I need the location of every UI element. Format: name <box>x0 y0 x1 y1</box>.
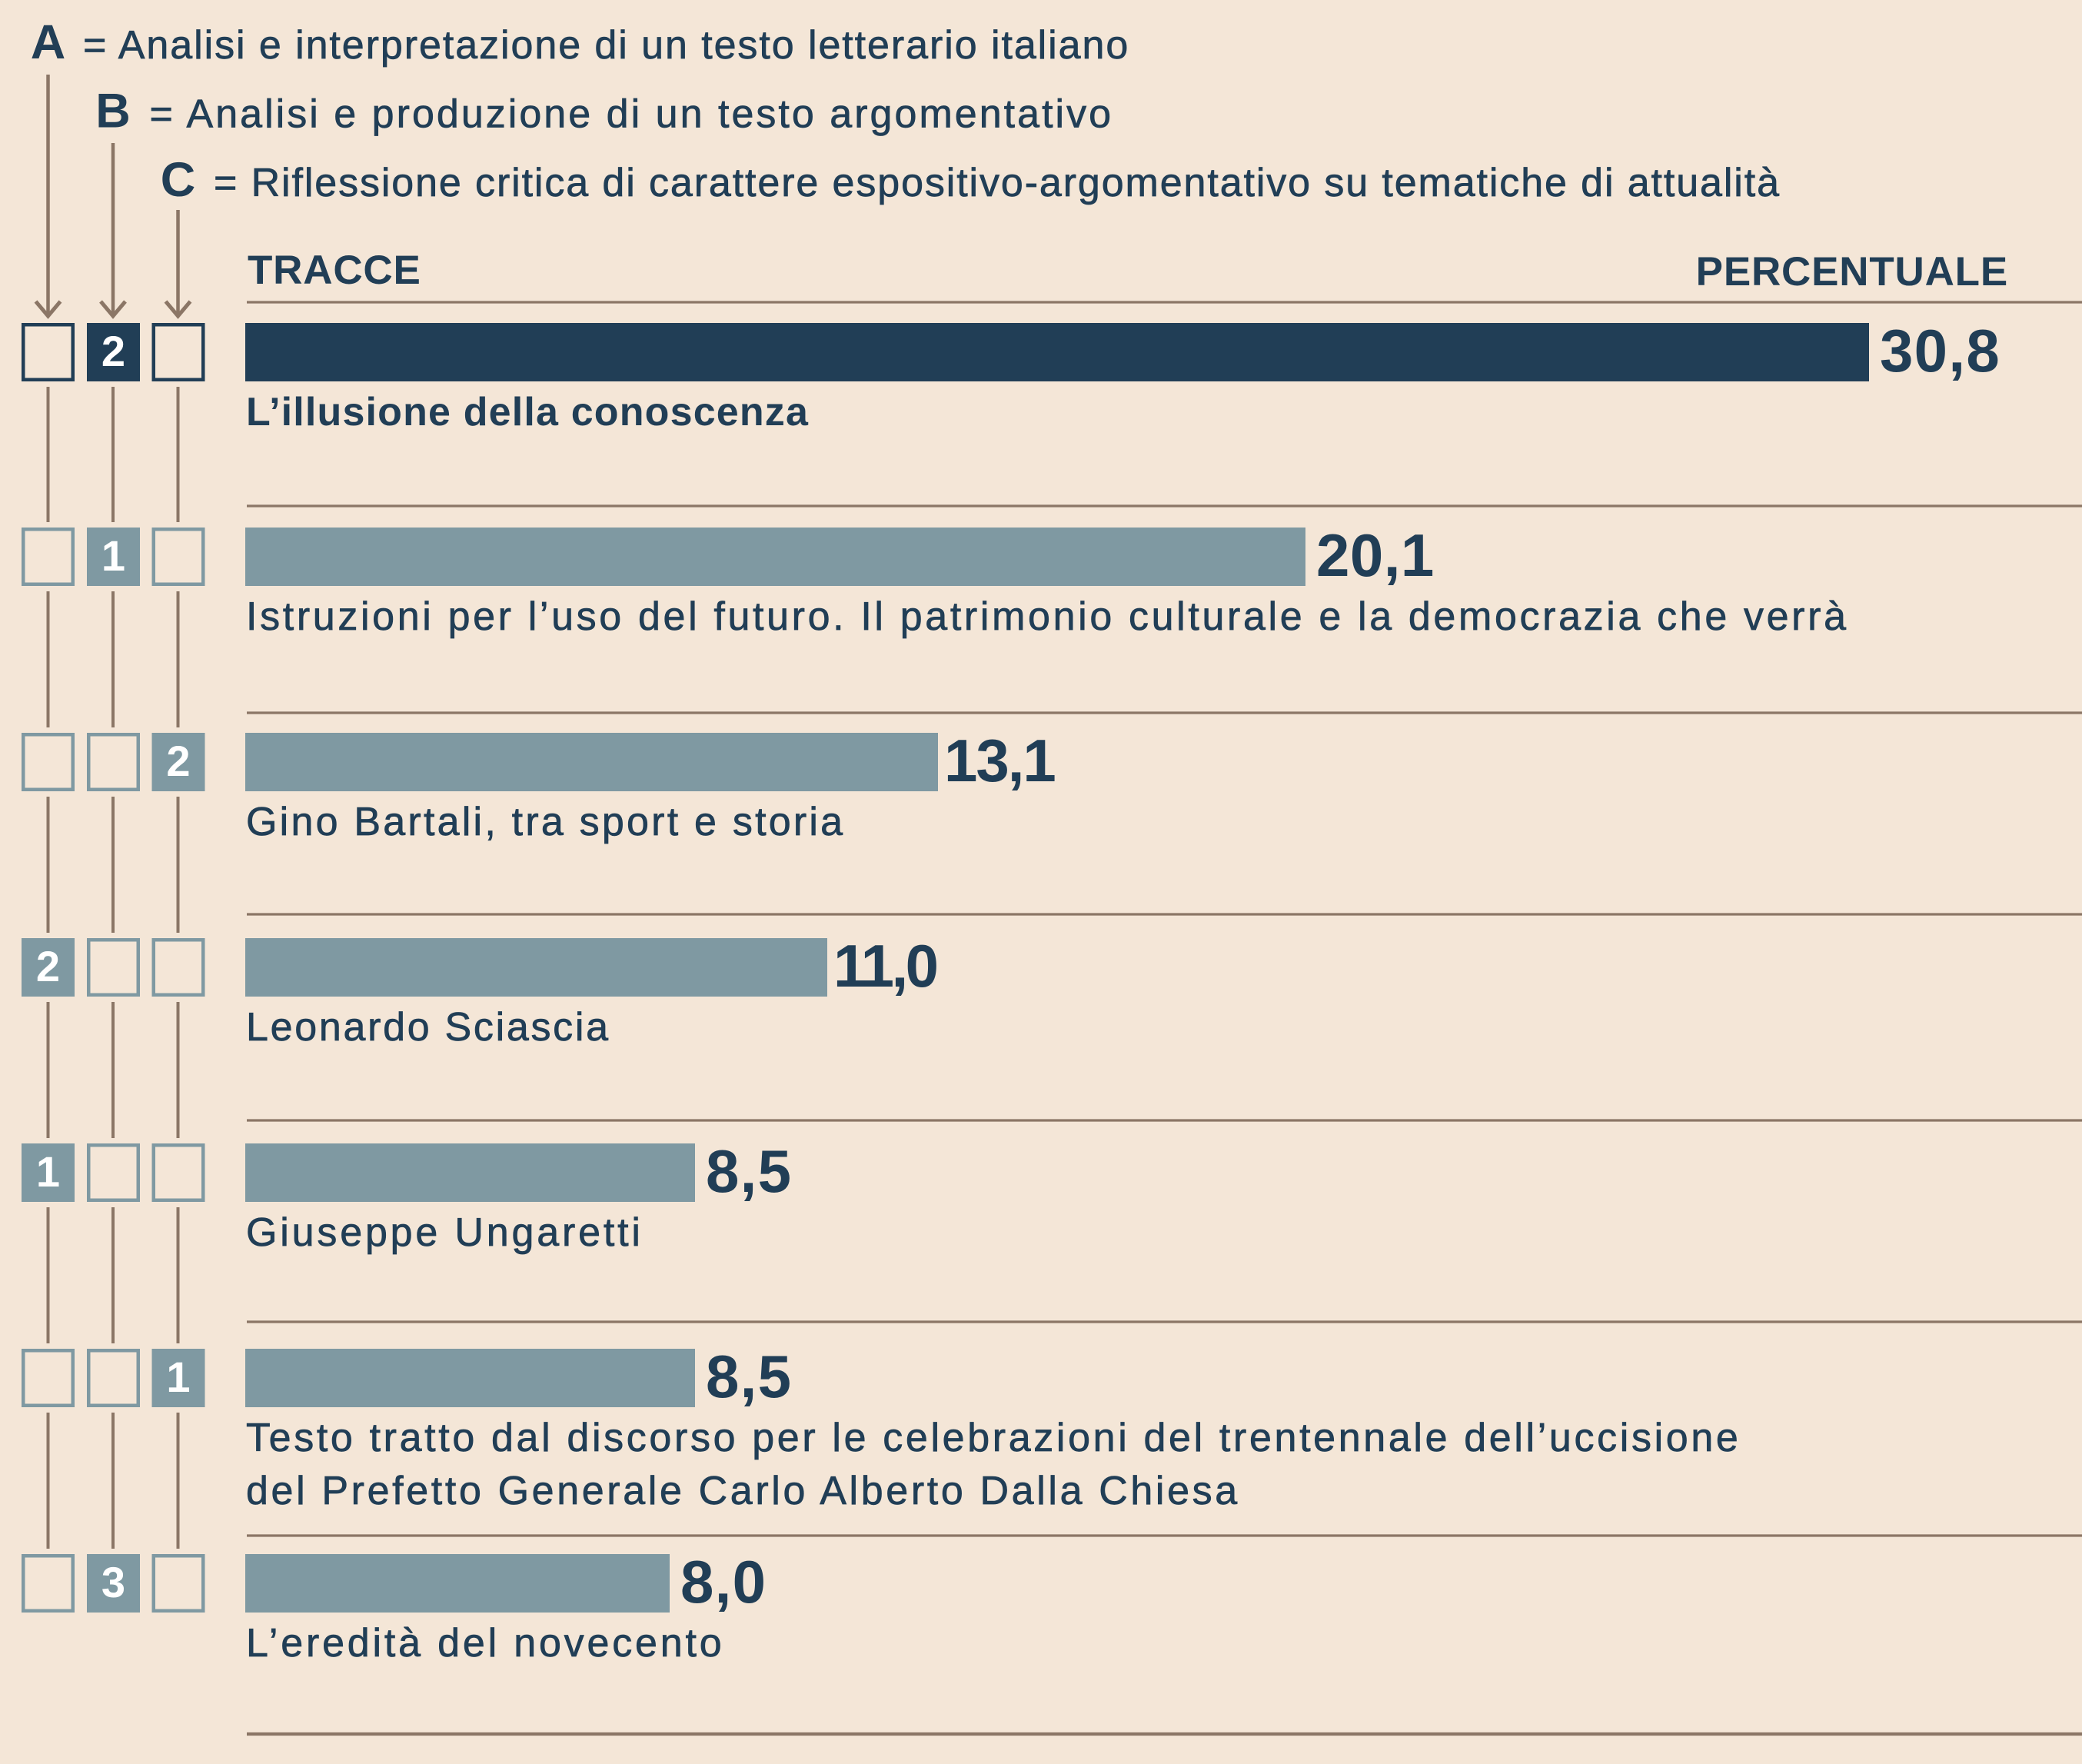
svg-text:del Prefetto Generale Carlo Al: del Prefetto Generale Carlo Alberto Dall… <box>246 1469 1240 1513</box>
svg-text:Istruzioni per l’uso del futur: Istruzioni per l’uso del futuro. Il patr… <box>246 594 1849 639</box>
svg-text:L’eredità del novecento: L’eredità del novecento <box>246 1621 724 1666</box>
svg-text:= Analisi e interpretazione di: = Analisi e interpretazione di un testo … <box>83 23 1129 68</box>
svg-text:A: A <box>31 15 66 69</box>
svg-text:L’illusione della conoscenza: L’illusione della conoscenza <box>246 390 809 434</box>
svg-text:Leonardo Sciascia: Leonardo Sciascia <box>246 1005 610 1050</box>
svg-text:3: 3 <box>101 1558 125 1606</box>
svg-text:2: 2 <box>166 737 190 785</box>
svg-text:20,1: 20,1 <box>1316 521 1435 589</box>
svg-text:= Analisi e produzione di un t: = Analisi e produzione di un testo argom… <box>150 92 1114 137</box>
svg-text:Giuseppe Ungaretti: Giuseppe Ungaretti <box>246 1210 644 1255</box>
svg-text:8,5: 8,5 <box>706 1137 792 1205</box>
svg-text:= Riflessione critica di carat: = Riflessione critica di carattere espos… <box>214 161 1781 205</box>
svg-text:Testo tratto dal discorso per: Testo tratto dal discorso per le celebra… <box>246 1416 1741 1460</box>
svg-text:8,0: 8,0 <box>680 1548 767 1616</box>
svg-text:PERCENTUALE: PERCENTUALE <box>1696 249 2008 295</box>
svg-text:2: 2 <box>36 942 60 990</box>
svg-text:C: C <box>161 153 196 207</box>
svg-text:30,8: 30,8 <box>1880 317 2001 384</box>
svg-text:11,0: 11,0 <box>833 932 937 1000</box>
svg-text:Gino Bartali, tra sport e stor: Gino Bartali, tra sport e storia <box>246 800 845 844</box>
svg-text:B: B <box>95 85 131 138</box>
svg-text:13,1: 13,1 <box>944 727 1055 794</box>
svg-text:1: 1 <box>101 531 125 580</box>
svg-text:2: 2 <box>101 327 125 375</box>
svg-text:TRACCE: TRACCE <box>248 248 421 293</box>
svg-text:1: 1 <box>36 1147 60 1196</box>
svg-text:1: 1 <box>166 1353 190 1401</box>
svg-text:8,5: 8,5 <box>706 1343 792 1410</box>
